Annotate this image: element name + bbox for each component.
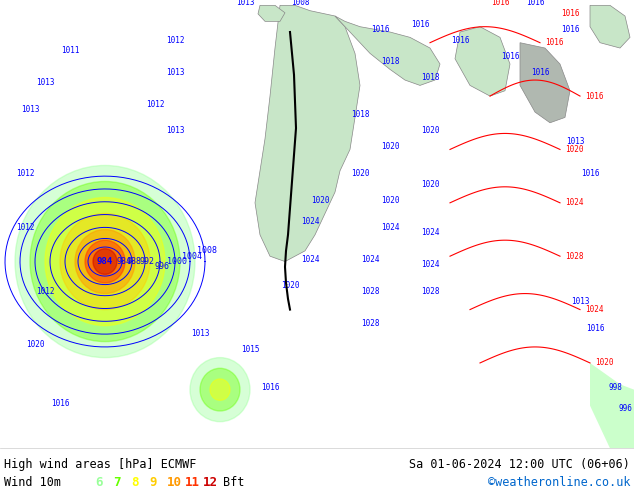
Text: 1016: 1016 [581,169,599,178]
Text: 984: 984 [117,257,131,266]
Text: 1024: 1024 [301,254,320,264]
Text: Bft: Bft [223,476,244,489]
Text: 1016: 1016 [491,0,509,7]
Text: 9: 9 [149,476,157,489]
Text: 1020: 1020 [565,145,583,154]
Text: 1018: 1018 [421,73,439,82]
Text: 1016: 1016 [531,68,549,77]
Text: 1024: 1024 [381,222,399,231]
Circle shape [200,368,240,411]
Text: 1015: 1015 [241,345,259,354]
Text: 1008: 1008 [197,246,217,255]
Text: 1012: 1012 [16,222,34,231]
Text: 8: 8 [131,476,138,489]
Polygon shape [335,16,440,85]
Text: 1008: 1008 [291,0,309,7]
Circle shape [15,166,195,358]
Text: 1016: 1016 [560,9,579,18]
Circle shape [75,229,135,294]
Text: 1024: 1024 [421,228,439,237]
Text: 1020: 1020 [311,196,329,205]
Text: 12: 12 [203,476,218,489]
Text: 1016: 1016 [585,92,604,100]
Text: 1028: 1028 [565,252,583,261]
Polygon shape [255,5,360,262]
Text: 1020: 1020 [351,169,369,178]
Text: 1024: 1024 [361,254,379,264]
Text: 1013: 1013 [236,0,254,7]
Text: 1013: 1013 [21,105,39,114]
Text: 1016: 1016 [51,399,69,408]
Text: 1020: 1020 [421,180,439,189]
Text: 1024: 1024 [565,198,583,207]
Circle shape [30,181,180,342]
Text: 1016: 1016 [545,38,564,47]
Text: 1000: 1000 [167,257,187,266]
Text: 1016: 1016 [560,25,579,34]
Text: 1018: 1018 [381,57,399,66]
Polygon shape [520,43,570,123]
Text: 1020: 1020 [421,126,439,135]
Polygon shape [590,363,634,448]
Text: 998: 998 [608,383,622,392]
Text: 1013: 1013 [571,297,589,306]
Text: 1018: 1018 [351,110,369,120]
Text: 1020: 1020 [26,340,44,349]
Circle shape [60,214,150,310]
Text: 1028: 1028 [421,287,439,295]
Text: 1028: 1028 [361,287,379,295]
Text: 1020: 1020 [381,196,399,205]
Text: 1012: 1012 [16,169,34,178]
Text: 1016: 1016 [411,20,429,29]
Text: 1013: 1013 [165,68,184,77]
Text: 1013: 1013 [165,126,184,135]
Text: 1004: 1004 [182,252,202,261]
Text: 6: 6 [95,476,103,489]
Text: 1016: 1016 [371,25,389,34]
Text: 1028: 1028 [361,318,379,328]
Text: 1020: 1020 [595,359,614,368]
Text: 988: 988 [127,257,141,266]
Text: Wind 10m: Wind 10m [4,476,61,489]
Circle shape [190,358,250,422]
Polygon shape [258,5,285,22]
Text: 1013: 1013 [36,78,55,87]
Text: ©weatheronline.co.uk: ©weatheronline.co.uk [488,476,630,489]
Text: 1024: 1024 [585,305,604,314]
Text: 1016: 1016 [501,52,519,61]
Text: Sa 01-06-2024 12:00 UTC (06+06): Sa 01-06-2024 12:00 UTC (06+06) [409,458,630,470]
Text: 984: 984 [97,257,113,266]
Text: 1020: 1020 [281,281,299,290]
Text: 1012: 1012 [165,36,184,45]
Circle shape [210,379,230,400]
Polygon shape [590,5,630,48]
Text: 1016: 1016 [261,383,279,392]
Text: 1012: 1012 [146,100,164,109]
Text: 1013: 1013 [191,329,209,338]
Text: 1016: 1016 [526,0,544,7]
Text: 1016: 1016 [451,36,469,45]
Text: 1024: 1024 [301,217,320,226]
Text: High wind areas [hPa] ECMWF: High wind areas [hPa] ECMWF [4,458,197,470]
Circle shape [85,240,125,283]
Text: 11: 11 [185,476,200,489]
Text: 1012: 1012 [36,287,55,295]
Text: 996: 996 [618,404,632,413]
Text: 10: 10 [167,476,182,489]
Text: 1013: 1013 [566,137,585,146]
Text: 1011: 1011 [61,47,79,55]
Text: 1016: 1016 [586,324,604,333]
Text: 996: 996 [155,262,169,271]
Polygon shape [455,26,510,96]
Circle shape [93,249,117,274]
Text: 992: 992 [139,257,155,266]
Text: 7: 7 [113,476,120,489]
Circle shape [45,197,165,325]
Text: 1020: 1020 [381,143,399,151]
Text: 1024: 1024 [421,260,439,269]
